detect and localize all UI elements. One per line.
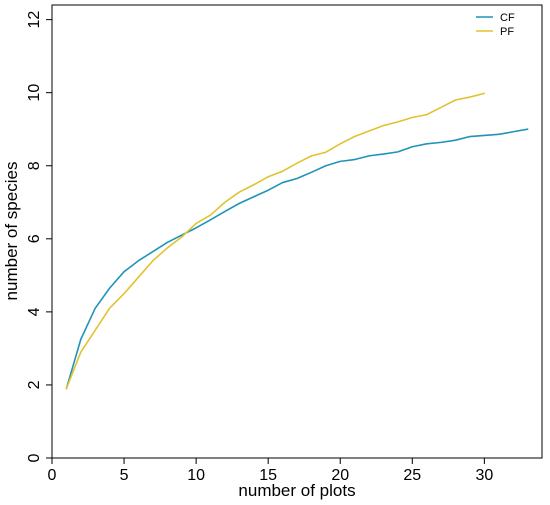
y-axis-title: number of species	[2, 162, 21, 301]
x-axis-title: number of plots	[238, 481, 355, 500]
plot-border	[51, 4, 543, 459]
y-tick-label: 0	[26, 453, 43, 462]
y-axis: 0 2 4 6 8 10 12	[26, 11, 52, 462]
x-axis: 0 5 10 15 20 25 30	[48, 458, 493, 484]
y-tick-label: 8	[26, 161, 43, 170]
series-layer	[65, 92, 529, 390]
y-tick-label: 10	[26, 84, 43, 102]
x-tick-label: 15	[259, 467, 277, 484]
x-tick-label: 5	[120, 467, 129, 484]
series-line-cf	[65, 128, 529, 390]
series-line-pf	[65, 92, 486, 390]
x-tick-label: 0	[48, 467, 57, 484]
y-tick-label: 6	[26, 234, 43, 243]
y-tick-label: 4	[26, 307, 43, 316]
legend-label-cf: CF	[500, 12, 515, 24]
x-tick-label: 20	[331, 467, 349, 484]
x-tick-label: 30	[475, 467, 493, 484]
x-tick-label: 25	[403, 467, 421, 484]
legend: CF PF	[476, 12, 515, 38]
y-tick-label: 12	[26, 11, 43, 29]
y-tick-label: 2	[26, 380, 43, 389]
plot-frame	[51, 4, 543, 459]
legend-label-pf: PF	[500, 26, 514, 38]
x-tick-label: 10	[187, 467, 205, 484]
